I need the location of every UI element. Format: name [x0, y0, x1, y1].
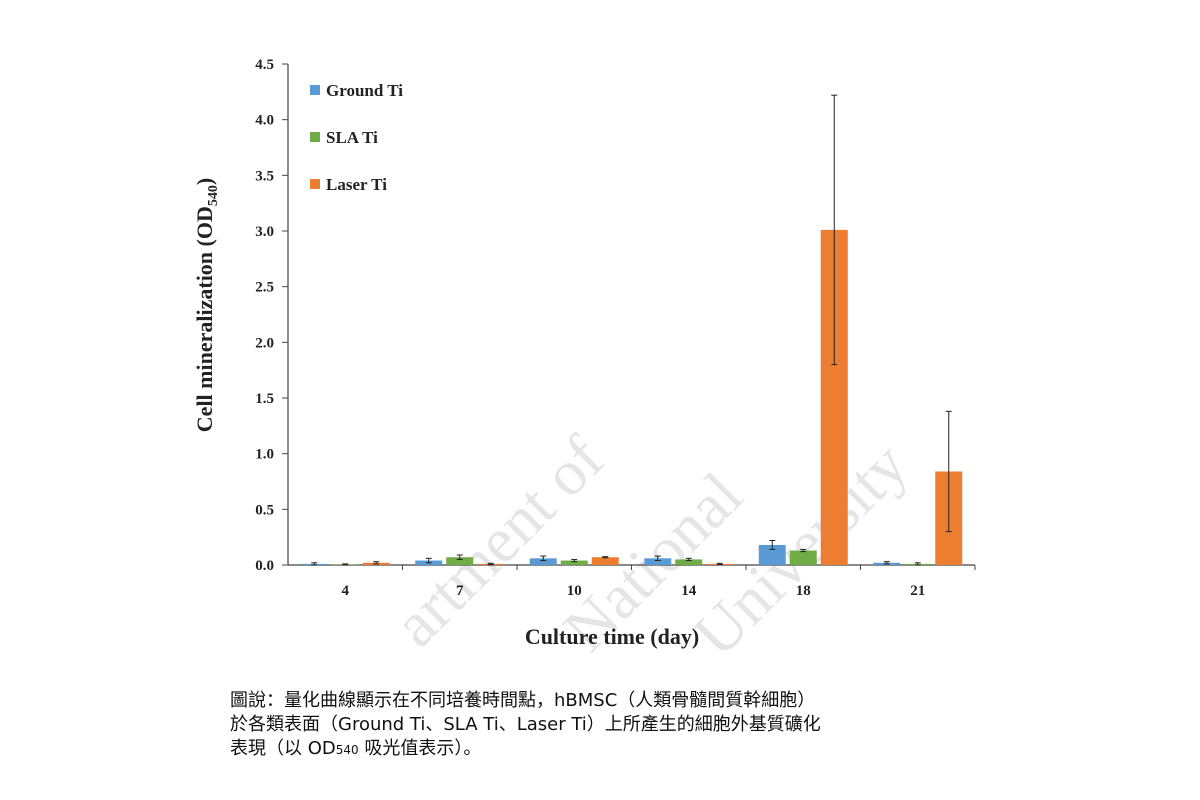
error-bar: [602, 556, 609, 559]
error-bar: [716, 562, 723, 565]
error-bar: [425, 557, 432, 564]
y-tick-label: 1.0: [255, 447, 274, 463]
x-tick-label: 14: [681, 583, 697, 599]
legend-label: Laser Ti: [326, 175, 387, 194]
error-bar: [831, 94, 838, 366]
y-label-text: Cell mineralization (OD: [192, 206, 217, 432]
bar: [446, 557, 474, 565]
caption-text: 表現（以 OD: [230, 738, 336, 759]
x-tick-label: 7: [456, 583, 464, 599]
error-bar: [487, 562, 494, 565]
y-tick-label: 0.0: [255, 558, 274, 574]
y-tick-label: 4.0: [255, 113, 274, 129]
y-tick-label: 3.5: [255, 168, 274, 184]
y-tick-label: 4.5: [255, 57, 274, 73]
legend-swatch: [310, 179, 320, 189]
y-tick-label: 2.5: [255, 280, 274, 296]
bar: [644, 558, 672, 565]
error-bar: [800, 548, 807, 553]
error-bar: [311, 562, 318, 566]
y-tick-label: 3.0: [255, 224, 274, 240]
bar: [560, 560, 588, 565]
bar: [675, 559, 703, 565]
legend-label: Ground Ti: [326, 81, 403, 100]
y-tick-label: 1.5: [255, 391, 274, 407]
x-axis-label: Culture time (day): [525, 624, 699, 649]
y-tick-label: 0.5: [255, 502, 274, 518]
error-bar: [654, 555, 661, 562]
x-tick-label: 21: [910, 583, 925, 599]
error-bar: [342, 563, 349, 566]
error-bar: [769, 540, 776, 550]
error-bar: [883, 561, 890, 565]
bar: [591, 557, 619, 565]
y-label-subscript: 540: [206, 185, 221, 206]
legend-label: SLA Ti: [326, 128, 378, 147]
legend-swatch: [310, 85, 320, 95]
y-label-suffix: ): [192, 178, 217, 185]
y-tick-label: 2.0: [255, 335, 274, 351]
caption-line: 於各類表面（Ground Ti、SLA Ti、Laser Ti）上所產生的細胞外…: [230, 714, 821, 735]
caption-subscript: 540: [336, 743, 359, 757]
error-bar: [914, 562, 921, 566]
error-bar: [540, 555, 547, 562]
bar: [529, 558, 557, 565]
caption-text: 吸光值表示）。: [359, 738, 482, 759]
legend-swatch: [310, 132, 320, 142]
error-bar: [685, 557, 692, 562]
caption-line: 圖說：量化曲線顯示在不同培養時間點，hBMSC（人類骨髓間質幹細胞）: [230, 690, 815, 711]
x-tick-label: 18: [796, 583, 811, 599]
x-tick-label: 10: [567, 583, 582, 599]
error-bar: [373, 561, 380, 565]
error-bar: [456, 554, 463, 560]
x-tick-label: 4: [342, 583, 350, 599]
bar: [789, 550, 817, 565]
error-bar: [945, 410, 952, 533]
bar: [758, 544, 786, 565]
error-bar: [571, 558, 578, 563]
y-axis-label: Cell mineralization (OD540): [192, 178, 221, 432]
caption-line: 表現（以 OD540 吸光值表示）。: [230, 738, 481, 759]
